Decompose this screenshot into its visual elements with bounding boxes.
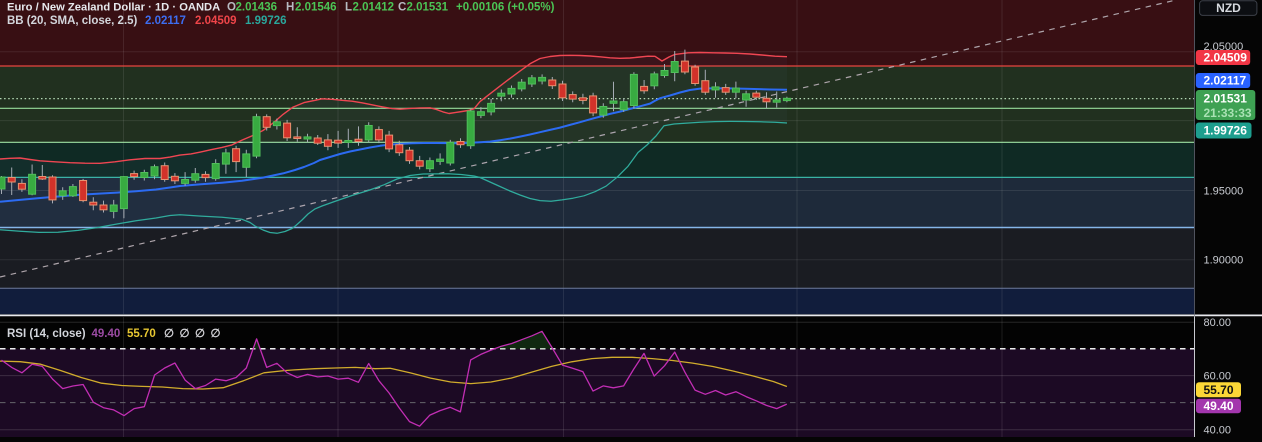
svg-text:49.40: 49.40 <box>92 328 121 340</box>
svg-text:H: H <box>286 2 294 14</box>
svg-text:49.40: 49.40 <box>1204 399 1234 413</box>
svg-text:55.70: 55.70 <box>127 328 156 340</box>
svg-text:Euro / New Zealand Dollar · 1D: Euro / New Zealand Dollar · 1D · OANDA <box>7 2 220 14</box>
svg-text:80.00: 80.00 <box>1204 317 1232 329</box>
svg-text:∅: ∅ <box>211 328 221 340</box>
svg-text:BB (20, SMA, close, 2.5): BB (20, SMA, close, 2.5) <box>7 15 138 27</box>
svg-text:2.02117: 2.02117 <box>145 15 186 27</box>
svg-text:2.01546: 2.01546 <box>295 2 337 14</box>
svg-text:1.99726: 1.99726 <box>245 15 287 27</box>
svg-text:2.02117: 2.02117 <box>1204 74 1247 88</box>
svg-text:∅: ∅ <box>180 328 190 340</box>
svg-text:+0.00106 (+0.05%): +0.00106 (+0.05%) <box>456 2 555 14</box>
svg-text:2.04509: 2.04509 <box>195 15 237 27</box>
svg-text:2.01412: 2.01412 <box>353 2 395 14</box>
svg-text:1.95000: 1.95000 <box>1204 185 1244 197</box>
svg-text:2.01436: 2.01436 <box>236 2 278 14</box>
svg-text:C: C <box>398 2 406 14</box>
svg-text:∅: ∅ <box>164 328 174 340</box>
svg-text:∅: ∅ <box>195 328 205 340</box>
svg-text:1.90000: 1.90000 <box>1204 255 1244 267</box>
svg-text:L: L <box>345 2 352 14</box>
svg-text:40.00: 40.00 <box>1204 425 1232 437</box>
svg-text:2.04509: 2.04509 <box>1204 51 1248 65</box>
svg-text:55.70: 55.70 <box>1204 383 1234 397</box>
svg-text:2.01531: 2.01531 <box>1204 91 1248 105</box>
svg-text:NZD: NZD <box>1216 1 1241 15</box>
svg-text:21:33:33: 21:33:33 <box>1204 106 1252 120</box>
svg-text:60.00: 60.00 <box>1204 371 1232 383</box>
svg-text:RSI (14, close): RSI (14, close) <box>7 328 86 340</box>
svg-text:1.99726: 1.99726 <box>1204 124 1248 138</box>
svg-text:2.01531: 2.01531 <box>407 2 449 14</box>
